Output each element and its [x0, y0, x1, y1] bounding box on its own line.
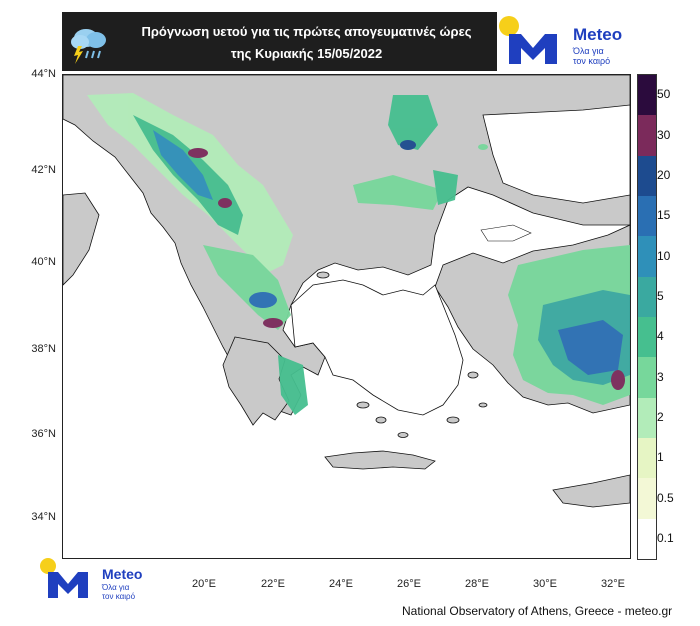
colorbar-segment — [638, 236, 656, 277]
colorbar-label: 10 — [657, 248, 671, 263]
colorbar-segment — [638, 196, 656, 237]
map-title-bar: Πρόγνωση υετού για τις πρώτες απογευματι… — [62, 12, 497, 71]
colorbar-segment — [638, 478, 656, 519]
title-line-1: Πρόγνωση υετού για τις πρώτες απογευματι… — [141, 24, 472, 39]
colorbar-label: 0.1 — [657, 530, 674, 545]
lon-label-28: 28°E — [465, 578, 489, 590]
meteo-logo-top: Meteo Όλα για τον καιρό — [497, 14, 631, 66]
lat-label-44: 44°N — [31, 68, 56, 80]
lon-label-32: 32°E — [601, 578, 625, 590]
logo-tagline-bottom-1: Όλα για — [102, 583, 130, 592]
map-canvas — [63, 75, 630, 508]
lat-label-42: 42°N — [31, 164, 56, 176]
logo-tagline-2: τον καιρό — [573, 56, 611, 66]
colorbar-segment — [638, 518, 656, 559]
lon-label-22: 22°E — [261, 578, 285, 590]
colorbar-label: 30 — [657, 127, 671, 142]
lon-label-24: 24°E — [329, 578, 353, 590]
colorbar-segment — [638, 438, 656, 479]
logo-wordmark: Meteo — [573, 25, 623, 44]
lon-label-26: 26°E — [397, 578, 421, 590]
lat-label-34: 34°N — [31, 511, 56, 523]
colorbar-label: 50 — [657, 87, 671, 102]
lon-label-20: 20°E — [192, 578, 216, 590]
precip-layer — [87, 93, 630, 415]
colorbar-segment — [638, 397, 656, 438]
colorbar-segment — [638, 155, 656, 196]
colorbar-label: 15 — [657, 208, 671, 223]
colorbar-segment — [638, 357, 656, 398]
rain-cloud-lightning-icon — [71, 29, 106, 64]
lat-label-40: 40°N — [31, 256, 56, 268]
colorbar-segment — [638, 115, 656, 156]
logo-wordmark-bottom: Meteo — [102, 566, 143, 582]
meteo-logo-bottom: Meteo Όλα για τον καιρό — [38, 556, 158, 602]
colorbar-label: 2 — [657, 409, 664, 424]
precipitation-map — [62, 74, 631, 559]
lat-label-38: 38°N — [31, 343, 56, 355]
lon-label-30: 30°E — [533, 578, 557, 590]
colorbar-label: 0.5 — [657, 490, 674, 505]
colorbar-label: 4 — [657, 329, 664, 344]
colorbar-segment — [638, 276, 656, 317]
colorbar-label: 5 — [657, 288, 664, 303]
logo-tagline-bottom-2: τον καιρό — [102, 592, 136, 601]
colorbar-label: 3 — [657, 369, 664, 384]
title-line-2: της Κυριακής 15/05/2022 — [230, 46, 383, 61]
colorbar-label: 1 — [657, 450, 664, 465]
logo-tagline-1: Όλα για — [573, 46, 604, 56]
colorbar-segment — [638, 75, 656, 116]
precipitation-colorbar — [637, 74, 657, 560]
lat-label-36: 36°N — [31, 428, 56, 440]
colorbar-label: 20 — [657, 167, 671, 182]
credit-text: National Observatory of Athens, Greece -… — [402, 604, 673, 618]
colorbar-segment — [638, 317, 656, 358]
